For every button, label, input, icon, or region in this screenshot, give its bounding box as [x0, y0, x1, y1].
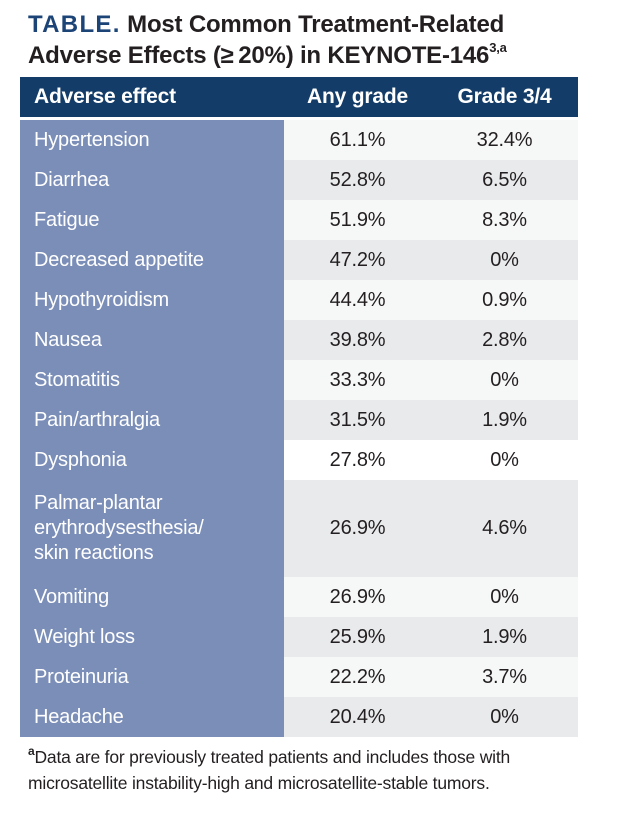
header-row: Adverse effect Any grade Grade 3/4 — [20, 77, 578, 120]
effect-label-cell: Headache — [20, 697, 284, 737]
footnote-text: Data are for previously treated patients… — [28, 747, 511, 793]
grade-3-4-value-cell: 1.9% — [431, 617, 578, 657]
effect-label-cell: Hypertension — [20, 118, 284, 160]
grade-3-4-value-cell: 4.6% — [431, 480, 578, 577]
any-grade-value-cell: 52.8% — [284, 160, 431, 200]
title-kicker: TABLE. — [28, 11, 121, 38]
effect-label-cell: Palmar-plantar erythrodysesthesia/ skin … — [20, 480, 284, 577]
column-header-adverse-effect: Adverse effect — [20, 77, 284, 120]
effect-label-cell: Diarrhea — [20, 160, 284, 200]
effect-label-cell: Proteinuria — [20, 657, 284, 697]
table-row: Proteinuria 22.2% 3.7% — [20, 657, 578, 697]
grade-3-4-value-cell: 0% — [431, 360, 578, 400]
effect-label-cell: Weight loss — [20, 617, 284, 657]
effect-label-cell: Fatigue — [20, 200, 284, 240]
effect-label-cell: Nausea — [20, 320, 284, 360]
table-row: Headache 20.4% 0% — [20, 697, 578, 737]
table-row: Vomiting 26.9% 0% — [20, 577, 578, 617]
grade-3-4-value-cell: 32.4% — [431, 118, 578, 160]
grade-3-4-value-cell: 0.9% — [431, 280, 578, 320]
any-grade-value-cell: 20.4% — [284, 697, 431, 737]
table-row: Dysphonia 27.8% 0% — [20, 440, 578, 480]
table-row: Decreased appetite 47.2% 0% — [20, 240, 578, 280]
adverse-effects-table: Adverse effect Any grade Grade 3/4 Hyper… — [20, 77, 578, 737]
column-header-any-grade: Any grade — [284, 77, 431, 120]
any-grade-value-cell: 39.8% — [284, 320, 431, 360]
grade-3-4-value-cell: 0% — [431, 440, 578, 480]
any-grade-value-cell: 31.5% — [284, 400, 431, 440]
grade-3-4-value-cell: 2.8% — [431, 320, 578, 360]
grade-3-4-value-cell: 1.9% — [431, 400, 578, 440]
effect-label-cell: Decreased appetite — [20, 240, 284, 280]
title-superscript: 3,a — [489, 40, 507, 55]
table-row: Palmar-plantar erythrodysesthesia/ skin … — [20, 480, 578, 577]
table-row: Diarrhea 52.8% 6.5% — [20, 160, 578, 200]
any-grade-value-cell: 27.8% — [284, 440, 431, 480]
table-row: Stomatitis 33.3% 0% — [20, 360, 578, 400]
effect-label-cell: Pain/arthralgia — [20, 400, 284, 440]
table-row: Nausea 39.8% 2.8% — [20, 320, 578, 360]
effect-label-cell: Dysphonia — [20, 440, 284, 480]
table-header: Adverse effect Any grade Grade 3/4 — [20, 77, 578, 120]
grade-3-4-value-cell: 3.7% — [431, 657, 578, 697]
grade-3-4-value-cell: 0% — [431, 577, 578, 617]
grade-3-4-value-cell: 8.3% — [431, 200, 578, 240]
any-grade-value-cell: 25.9% — [284, 617, 431, 657]
table-row: Hypertension 61.1% 32.4% — [20, 118, 578, 160]
any-grade-value-cell: 47.2% — [284, 240, 431, 280]
any-grade-value-cell: 33.3% — [284, 360, 431, 400]
any-grade-value-cell: 51.9% — [284, 200, 431, 240]
grade-3-4-value-cell: 0% — [431, 240, 578, 280]
any-grade-value-cell: 26.9% — [284, 480, 431, 577]
any-grade-value-cell: 61.1% — [284, 118, 431, 160]
title-text: Most Common Treatment-Related Adverse Ef… — [28, 11, 505, 69]
table-row: Pain/arthralgia 31.5% 1.9% — [20, 400, 578, 440]
grade-3-4-value-cell: 0% — [431, 697, 578, 737]
effect-label-cell: Vomiting — [20, 577, 284, 617]
effect-label-cell: Hypothyroidism — [20, 280, 284, 320]
table-row: Hypothyroidism 44.4% 0.9% — [20, 280, 578, 320]
any-grade-value-cell: 26.9% — [284, 577, 431, 617]
table-body: Hypertension 61.1% 32.4% Diarrhea 52.8% … — [20, 118, 578, 737]
footnote: aData are for previously treated patient… — [28, 744, 584, 796]
table-row: Fatigue 51.9% 8.3% — [20, 200, 578, 240]
any-grade-value-cell: 22.2% — [284, 657, 431, 697]
effect-label-cell: Stomatitis — [20, 360, 284, 400]
any-grade-value-cell: 44.4% — [284, 280, 431, 320]
grade-3-4-value-cell: 6.5% — [431, 160, 578, 200]
page-title: TABLE. Most Common Treatment-Related Adv… — [28, 9, 588, 71]
column-header-grade-3-4: Grade 3/4 — [431, 77, 578, 120]
footnote-superscript: a — [28, 744, 35, 759]
table-row: Weight loss 25.9% 1.9% — [20, 617, 578, 657]
